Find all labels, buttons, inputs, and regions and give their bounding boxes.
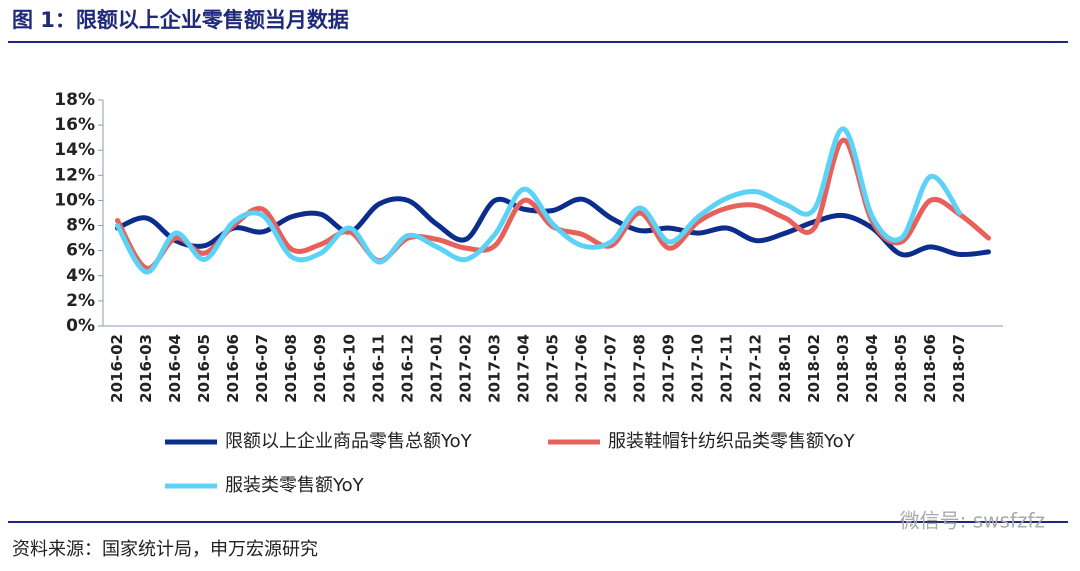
- x-tick-label: 2017-04: [514, 334, 532, 403]
- x-tick-label: 2016-04: [166, 334, 184, 403]
- legend-label: 限额以上企业商品零售总额YoY: [225, 431, 473, 452]
- x-tick-label: 2017-02: [456, 334, 474, 403]
- legend-label: 服装鞋帽针纺织品类零售额YoY: [608, 431, 856, 452]
- y-tick-label: 12%: [54, 165, 95, 185]
- x-tick-label: 2018-03: [834, 334, 852, 403]
- x-tick-label: 2016-03: [137, 334, 155, 403]
- series-line: [115, 196, 991, 258]
- x-tick-label: 2017-10: [689, 334, 707, 403]
- y-tick-label: 2%: [66, 291, 95, 311]
- y-tick-label: 18%: [54, 90, 95, 110]
- y-tick-label: 8%: [66, 216, 95, 236]
- x-tick-label: 2018-07: [950, 334, 968, 403]
- x-tick-label: 2016-02: [108, 334, 126, 403]
- y-tick-label: 4%: [66, 266, 95, 286]
- x-tick-label: 2018-02: [805, 334, 823, 403]
- legend-label: 服装类零售额YoY: [225, 475, 365, 496]
- x-tick-label: 2017-08: [631, 334, 649, 403]
- y-tick-label: 14%: [54, 140, 95, 160]
- x-tick-label: 2017-09: [660, 334, 678, 403]
- series-line: [115, 126, 962, 275]
- x-tick-label: 2017-11: [718, 334, 736, 403]
- x-tick-label: 2018-05: [892, 334, 910, 403]
- x-tick-label: 2016-11: [369, 334, 387, 403]
- y-tick-label: 16%: [54, 115, 95, 135]
- x-tick-label: 2017-12: [747, 334, 765, 403]
- x-tick-label: 2016-10: [340, 334, 358, 403]
- x-tick-label: 2017-06: [573, 334, 591, 403]
- x-tick-label: 2017-05: [544, 334, 562, 403]
- source: 资料来源：国家统计局，申万宏源研究: [12, 539, 318, 560]
- x-tick-label: 2016-12: [398, 334, 416, 403]
- x-tick-label: 2018-06: [921, 334, 939, 403]
- y-tick-label: 0%: [66, 316, 95, 336]
- x-tick-label: 2017-03: [485, 334, 503, 403]
- x-tick-label: 2018-04: [863, 334, 881, 403]
- y-tick-label: 6%: [66, 241, 95, 261]
- x-tick-label: 2016-06: [224, 334, 242, 403]
- x-tick-label: 2017-07: [602, 334, 620, 403]
- x-tick-label: 2017-01: [427, 334, 445, 403]
- watermark: 微信号: swsfzfz: [900, 509, 1045, 533]
- y-tick-label: 10%: [54, 190, 95, 210]
- x-tick-label: 2016-08: [282, 334, 300, 403]
- x-tick-label: 2016-09: [311, 334, 329, 403]
- x-tick-label: 2018-01: [776, 334, 794, 403]
- x-tick-label: 2016-05: [195, 334, 213, 403]
- x-tick-label: 2016-07: [253, 334, 271, 403]
- chart-title: 图 1：限额以上企业零售额当月数据: [12, 8, 349, 32]
